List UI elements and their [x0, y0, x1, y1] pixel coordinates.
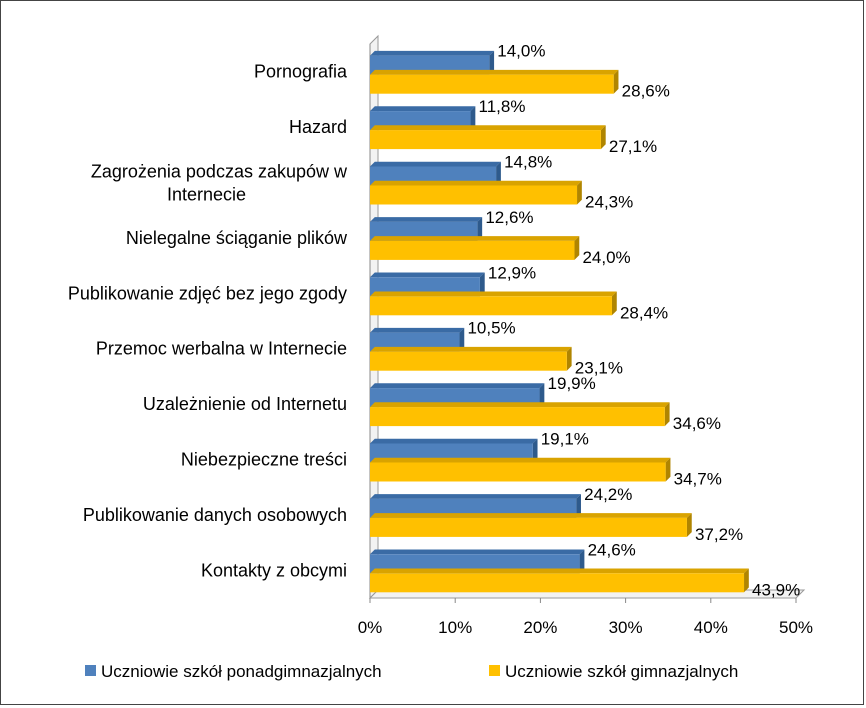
bar-gimnazjalne — [370, 130, 601, 150]
bar-gimnazjalne-top — [370, 457, 671, 463]
data-label-ponadgimnazjalne: 14,0% — [497, 42, 545, 61]
bar-ponadgimnazjalne-side — [532, 438, 538, 463]
bar-gimnazjalne-side — [664, 402, 670, 427]
bar-ponadgimnazjalne-top — [370, 217, 483, 222]
bar-gimnazjalne — [370, 185, 578, 205]
data-label-ponadgimnazjalne: 19,9% — [548, 374, 596, 393]
bar-ponadgimnazjalne-side — [470, 106, 476, 131]
data-label-ponadgimnazjalne: 24,6% — [588, 540, 636, 559]
bar-ponadgimnazjalne-side — [489, 50, 495, 75]
bar-gimnazjalne — [370, 296, 612, 316]
bar-ponadgimnazjalne-top — [370, 272, 485, 278]
category-label-line-2: Internecie — [167, 185, 246, 205]
bar-ponadgimnazjalne-side — [576, 494, 581, 518]
bar-ponadgimnazjalne-side — [477, 217, 483, 241]
bar-gimnazjalne-side — [665, 457, 671, 482]
data-label-ponadgimnazjalne: 12,6% — [485, 208, 533, 227]
data-label-ponadgimnazjalne: 10,5% — [467, 319, 515, 338]
bar-ponadgimnazjalne-top — [370, 50, 495, 56]
bar-gimnazjalne-side — [613, 69, 619, 94]
bar-gimnazjalne-side — [686, 513, 692, 537]
bar-gimnazjalne-side — [566, 346, 572, 371]
bar-gimnazjalne-side — [611, 291, 617, 316]
bar-gimnazjalne — [370, 462, 666, 482]
category-label: Hazard — [289, 117, 347, 137]
data-label-gimnazjalne: 28,6% — [622, 82, 670, 101]
data-label-gimnazjalne: 37,2% — [695, 525, 743, 544]
data-label-gimnazjalne: 24,0% — [582, 248, 630, 267]
data-label-gimnazjalne: 34,7% — [674, 470, 722, 489]
data-label-ponadgimnazjalne: 14,8% — [504, 153, 552, 172]
legend-label-ponadgimnazjalne: Uczniowie szkół ponadgimnazjalnych — [101, 662, 382, 681]
data-label-ponadgimnazjalne: 11,8% — [479, 97, 526, 116]
bar-ponadgimnazjalne-side — [459, 327, 465, 352]
bar-ponadgimnazjalne-top — [370, 161, 501, 167]
x-tick-label: 10% — [438, 618, 472, 637]
bar-gimnazjalne — [370, 573, 745, 593]
category-label: Przemoc werbalna w Internecie — [96, 339, 347, 359]
category-label: Publikowanie danych osobowych — [83, 505, 347, 525]
bar-ponadgimnazjalne-top — [370, 106, 476, 112]
data-label-gimnazjalne: 28,4% — [620, 303, 668, 322]
x-tick-label: 20% — [523, 618, 557, 637]
x-tick-label: 40% — [694, 618, 728, 637]
bar-gimnazjalne-top — [370, 513, 692, 518]
bar-gimnazjalne-side — [744, 568, 749, 593]
category-label: Kontakty z obcymi — [201, 560, 347, 580]
bar-gimnazjalne-top — [370, 125, 606, 131]
bar-gimnazjalne-top — [370, 236, 580, 241]
data-label-gimnazjalne: 23,1% — [575, 359, 623, 378]
bar-ponadgimnazjalne-side — [539, 383, 545, 408]
bar-gimnazjalne-top — [370, 568, 749, 574]
category-label: Niebezpieczne treści — [181, 450, 347, 470]
data-label-ponadgimnazjalne: 24,2% — [584, 485, 632, 504]
bar-gimnazjalne-top — [370, 180, 582, 186]
category-label: Nielegalne ściąganie plików — [126, 228, 348, 248]
category-label-line-1: Zagrożenia podczas zakupów w — [91, 162, 348, 182]
bar-ponadgimnazjalne-side — [579, 549, 585, 574]
bar-ponadgimnazjalne-top — [370, 549, 585, 555]
x-tick-label: 30% — [609, 618, 643, 637]
bar-ponadgimnazjalne-top — [370, 438, 538, 444]
bar-gimnazjalne — [370, 74, 614, 94]
bar-gimnazjalne-top — [370, 346, 572, 352]
data-label-gimnazjalne: 27,1% — [609, 137, 657, 156]
bar-ponadgimnazjalne-side — [496, 161, 501, 186]
data-label-gimnazjalne: 43,9% — [752, 580, 800, 599]
legend-swatch-ponadgimnazjalne — [85, 665, 96, 676]
bar-ponadgimnazjalne-top — [370, 383, 545, 389]
legend-label-gimnazjalne: Uczniowie szkół gimnazjalnych — [505, 662, 738, 681]
category-label: Uzależnienie od Internetu — [143, 394, 347, 414]
bar-ponadgimnazjalne-side — [479, 272, 485, 297]
data-label-gimnazjalne: 34,6% — [673, 414, 721, 433]
bar-gimnazjalne-top — [370, 291, 617, 297]
bar-gimnazjalne — [370, 407, 665, 427]
bar-gimnazjalne-side — [600, 125, 606, 150]
data-label-gimnazjalne: 24,3% — [585, 193, 633, 212]
bar-gimnazjalne — [370, 240, 575, 260]
category-label: Publikowanie zdjęć bez jego zgody — [68, 283, 347, 303]
x-tick-label: 0% — [358, 618, 383, 637]
bar-gimnazjalne — [370, 351, 567, 371]
bar-gimnazjalne-side — [574, 236, 580, 260]
bar-gimnazjalne-top — [370, 402, 670, 408]
bar-ponadgimnazjalne-top — [370, 327, 465, 333]
bar-gimnazjalne — [370, 517, 687, 537]
bar-ponadgimnazjalne-top — [370, 494, 581, 499]
category-label: Pornografia — [254, 62, 348, 82]
legend-swatch-gimnazjalne — [489, 665, 500, 676]
x-tick-label: 50% — [779, 618, 813, 637]
bar-gimnazjalne-top — [370, 69, 619, 75]
data-label-ponadgimnazjalne: 19,1% — [541, 430, 589, 449]
data-label-ponadgimnazjalne: 12,9% — [488, 263, 536, 282]
bar-gimnazjalne-side — [577, 180, 582, 205]
